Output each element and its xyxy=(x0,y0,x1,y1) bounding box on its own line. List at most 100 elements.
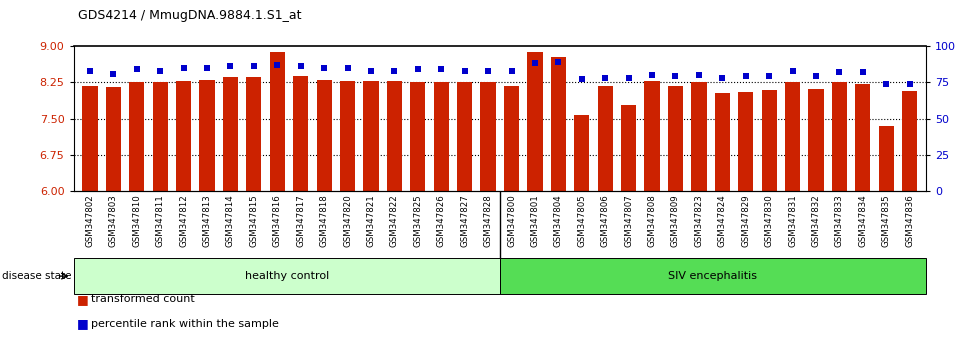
Bar xyxy=(129,82,144,191)
Text: GSM347805: GSM347805 xyxy=(577,195,586,247)
Bar xyxy=(691,82,707,191)
Text: GSM347825: GSM347825 xyxy=(414,195,422,247)
Point xyxy=(152,68,168,74)
Text: GSM347833: GSM347833 xyxy=(835,195,844,247)
Text: GDS4214 / MmugDNA.9884.1.S1_at: GDS4214 / MmugDNA.9884.1.S1_at xyxy=(78,9,302,22)
Point xyxy=(433,67,449,72)
Bar xyxy=(879,126,894,191)
Point xyxy=(551,59,566,65)
Text: percentile rank within the sample: percentile rank within the sample xyxy=(91,319,279,329)
Point xyxy=(878,81,894,87)
Point xyxy=(785,68,801,74)
Bar xyxy=(340,81,355,191)
Text: GSM347804: GSM347804 xyxy=(554,195,563,247)
Point xyxy=(480,68,496,74)
Bar xyxy=(574,115,589,191)
Text: GSM347800: GSM347800 xyxy=(507,195,516,247)
Point xyxy=(761,74,777,79)
Text: GSM347801: GSM347801 xyxy=(530,195,539,247)
Text: GSM347832: GSM347832 xyxy=(811,195,820,247)
Point xyxy=(222,63,238,69)
Text: GSM347822: GSM347822 xyxy=(390,195,399,247)
Text: ■: ■ xyxy=(76,318,88,330)
Text: GSM347809: GSM347809 xyxy=(671,195,680,247)
Point xyxy=(457,68,472,74)
Point xyxy=(317,65,332,71)
Text: GSM347820: GSM347820 xyxy=(343,195,352,247)
Text: GSM347821: GSM347821 xyxy=(367,195,375,247)
Point xyxy=(410,67,425,72)
Point xyxy=(293,63,309,69)
Text: GSM347802: GSM347802 xyxy=(85,195,94,247)
Text: transformed count: transformed count xyxy=(91,294,195,304)
Bar xyxy=(551,57,566,191)
Bar xyxy=(856,84,870,191)
Point xyxy=(808,74,824,79)
Point xyxy=(691,72,707,78)
Bar xyxy=(480,82,496,191)
Point xyxy=(270,62,285,68)
Text: GSM347803: GSM347803 xyxy=(109,195,118,247)
Text: GSM347828: GSM347828 xyxy=(483,195,493,247)
Point xyxy=(902,81,917,87)
Point xyxy=(199,65,215,71)
Bar xyxy=(270,52,285,191)
Text: GSM347831: GSM347831 xyxy=(788,195,797,247)
Text: healthy control: healthy control xyxy=(245,271,328,281)
Bar xyxy=(82,86,97,191)
Bar xyxy=(903,91,917,191)
Bar xyxy=(411,82,425,191)
Point xyxy=(364,68,379,74)
Text: GSM347814: GSM347814 xyxy=(226,195,235,247)
Bar xyxy=(645,81,660,191)
Text: GSM347829: GSM347829 xyxy=(741,195,751,247)
Point xyxy=(644,72,660,78)
Text: disease state: disease state xyxy=(2,271,72,281)
Point xyxy=(620,75,636,81)
Bar xyxy=(246,78,262,191)
Point xyxy=(246,63,262,69)
Bar xyxy=(433,82,449,191)
Bar xyxy=(176,81,191,191)
Text: GSM347826: GSM347826 xyxy=(437,195,446,247)
Bar xyxy=(106,87,121,191)
Point xyxy=(714,75,730,81)
Text: GSM347816: GSM347816 xyxy=(272,195,282,247)
Text: GSM347806: GSM347806 xyxy=(601,195,610,247)
Bar xyxy=(153,82,168,191)
Bar xyxy=(387,81,402,191)
Text: GSM347824: GSM347824 xyxy=(717,195,727,247)
Point xyxy=(598,75,613,81)
Bar xyxy=(457,82,472,191)
Bar xyxy=(714,93,730,191)
Text: GSM347827: GSM347827 xyxy=(461,195,469,247)
Bar xyxy=(74,258,500,294)
Point xyxy=(574,76,590,82)
Bar xyxy=(199,80,215,191)
Bar xyxy=(527,52,543,191)
Bar xyxy=(761,90,777,191)
Point xyxy=(129,67,145,72)
Text: SIV encephalitis: SIV encephalitis xyxy=(668,271,758,281)
Point xyxy=(667,74,683,79)
Bar xyxy=(598,86,612,191)
Text: GSM347835: GSM347835 xyxy=(882,195,891,247)
Point xyxy=(106,71,122,76)
Point xyxy=(738,74,754,79)
Point xyxy=(386,68,402,74)
Point xyxy=(527,61,543,66)
Bar xyxy=(667,86,683,191)
Text: GSM347834: GSM347834 xyxy=(858,195,867,247)
Bar xyxy=(808,88,823,191)
Bar xyxy=(500,258,926,294)
Text: GSM347818: GSM347818 xyxy=(319,195,328,247)
Bar xyxy=(317,80,332,191)
Text: ■: ■ xyxy=(76,293,88,306)
Bar xyxy=(222,78,238,191)
Text: GSM347811: GSM347811 xyxy=(156,195,165,247)
Point xyxy=(832,69,848,75)
Text: GSM347807: GSM347807 xyxy=(624,195,633,247)
Point xyxy=(855,69,870,75)
Text: GSM347817: GSM347817 xyxy=(296,195,305,247)
Point xyxy=(82,68,98,74)
